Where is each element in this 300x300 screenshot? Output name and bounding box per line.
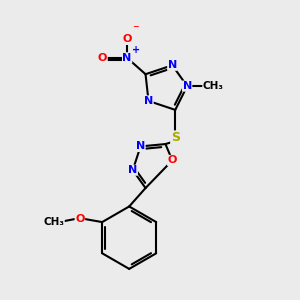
Text: N: N bbox=[128, 165, 137, 175]
Text: O: O bbox=[98, 53, 107, 63]
Text: N: N bbox=[182, 81, 192, 91]
Text: N: N bbox=[122, 53, 132, 63]
Text: O: O bbox=[122, 34, 132, 44]
Text: CH₃: CH₃ bbox=[43, 217, 64, 227]
Text: N: N bbox=[136, 141, 145, 152]
Text: N: N bbox=[144, 96, 153, 106]
Text: CH₃: CH₃ bbox=[203, 81, 224, 91]
Text: +: + bbox=[132, 45, 140, 55]
Text: ⁻: ⁻ bbox=[133, 23, 139, 36]
Text: S: S bbox=[171, 131, 180, 144]
Text: O: O bbox=[75, 214, 85, 224]
Text: O: O bbox=[168, 155, 177, 165]
Text: N: N bbox=[168, 60, 177, 70]
